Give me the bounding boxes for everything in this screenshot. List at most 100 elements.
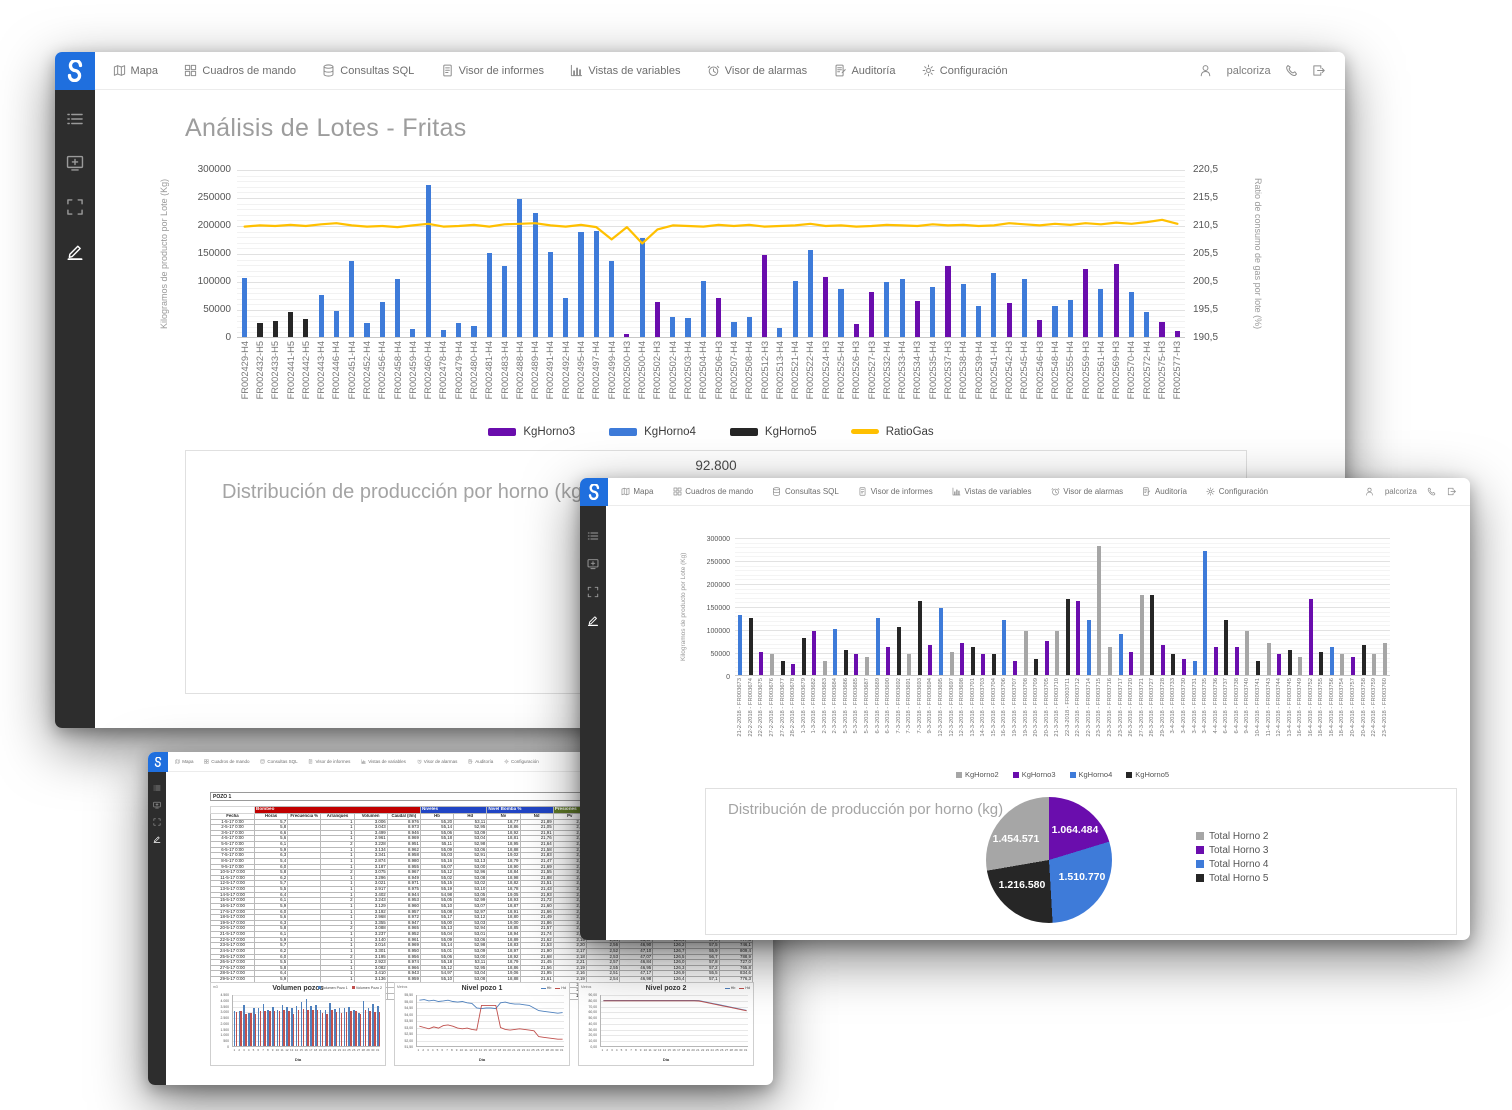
sidebar-fullscreen-icon[interactable] [587,586,599,598]
bar-3-4-2018 - FR003733[interactable] [1171,654,1176,675]
legend-item-KgHorno4[interactable]: KgHorno4 [1069,770,1112,779]
bar[interactable] [324,1010,327,1046]
bar-13-4-2018 - FR003745[interactable] [1287,649,1292,675]
bar-23-4-2018 - FR003760[interactable] [1382,642,1387,675]
nav-item-consultas-sql[interactable]: Consultas SQL [322,64,414,77]
bar-FR002441-H5[interactable] [287,311,294,337]
bar[interactable] [348,1007,350,1046]
bar-FR002507-H4[interactable] [731,322,737,337]
bar-23-3-2018 - FR003717[interactable] [1118,633,1123,675]
nav-item-consultas-sql[interactable]: Consultas SQL [260,759,298,764]
bar-FR002569-H3[interactable] [1113,263,1119,337]
nav-item-visor-de-alarmas[interactable]: Visor de alarmas [1051,487,1123,496]
bar[interactable] [367,1008,370,1046]
bar-FR002506-H3[interactable] [716,297,722,337]
app-logo[interactable] [148,752,168,772]
legend-item-KgHorno5[interactable]: KgHorno5 [729,426,817,438]
bar[interactable] [329,1002,331,1046]
bar-20-3-2018 - FR003709[interactable] [1034,658,1039,675]
bar-1-3-2018 - FR003682[interactable] [812,631,817,675]
bar-12-4-2018 - FR003744[interactable] [1277,654,1282,675]
bar[interactable] [278,1011,281,1046]
bar[interactable] [310,1005,312,1046]
bar[interactable] [243,1004,245,1046]
bar[interactable] [235,1011,238,1046]
bar[interactable] [267,1010,269,1046]
sidebar-edit-pencil-icon[interactable] [587,614,599,626]
bar[interactable] [238,1010,241,1046]
bar-FR002500-H4[interactable] [639,238,645,337]
bar-19-3-2018 - FR003707[interactable] [1012,661,1017,675]
phone-button[interactable] [1285,64,1298,77]
bar-3-4-2018 - FR003730[interactable] [1181,658,1186,675]
bar-FR002443-H4[interactable] [318,295,324,337]
bar[interactable] [259,1011,262,1046]
bar-FR002491-H4[interactable] [547,251,554,337]
user-name[interactable]: palcoriza [1226,64,1271,77]
bar-FR002570-H4[interactable] [1128,291,1135,337]
nav-item-mapa[interactable]: Mapa [113,64,158,77]
bar[interactable] [372,1004,374,1046]
nav-item-visor-de-informes[interactable]: Visor de informes [441,64,544,77]
sidebar-edit-pencil-icon[interactable] [66,242,84,260]
bar[interactable] [319,1009,322,1046]
bar[interactable] [377,1005,379,1046]
bar-FR002459-H4[interactable] [410,328,416,337]
bar-16-4-2018 - FR003752[interactable] [1308,599,1313,675]
bar-FR002527-H3[interactable] [868,292,875,337]
bar-18-4-2018 - FR003755[interactable] [1319,652,1324,675]
bar-6-4-2018 - FR003738[interactable] [1234,647,1239,675]
nav-item-cuadros-de-mando[interactable]: Cuadros de mando [204,759,250,764]
bar[interactable] [302,1009,305,1046]
bar[interactable] [245,1013,247,1046]
bar-26-3-2018 - FR003720[interactable] [1129,652,1134,675]
bar-27-2-2018 - FR003676[interactable] [769,654,774,675]
bar-FR002499-H4[interactable] [609,261,615,337]
bar-FR002481-H4[interactable] [486,253,492,337]
bar[interactable] [262,1003,265,1046]
bar-FR002502-H3[interactable] [654,302,661,337]
bar-12-3-2018 - FR003697[interactable] [949,652,954,675]
bar-16-4-2018 - FR003749[interactable] [1298,656,1303,675]
bar-28-2-2018 - FR003678[interactable] [791,663,796,675]
bar-FR002460-H4[interactable] [425,185,431,337]
bar[interactable] [253,1007,255,1046]
bar-2-3-2018 - FR003683[interactable] [822,661,827,675]
bar-FR002452-H4[interactable] [364,323,370,337]
bar[interactable] [345,1011,347,1046]
bar-FR002456-H4[interactable] [379,302,385,337]
nav-item-vistas-de-variables[interactable]: Vistas de variables [570,64,680,77]
bar-6-3-2018 - FR003689[interactable] [875,617,880,675]
phone-button[interactable] [1427,487,1436,496]
bar[interactable] [358,1012,360,1046]
bar[interactable] [291,1007,293,1046]
sidebar-list-menu-icon[interactable] [153,784,161,792]
bar[interactable] [362,1000,365,1046]
nav-item-configuracion[interactable]: Configuración [1206,487,1268,496]
bar[interactable] [316,1010,319,1046]
bar-FR002533-H4[interactable] [899,278,905,337]
legend-item-KgHorno2[interactable]: KgHorno2 [955,770,999,779]
legend-item-KgHorno3[interactable]: KgHorno3 [1012,770,1056,779]
nav-item-auditoria[interactable]: Auditoría [834,64,895,77]
bar-18-4-2018 - FR003756[interactable] [1329,647,1334,675]
bar-12-3-2018 - FR003695[interactable] [939,608,943,675]
table-row[interactable]: 23-5-17 0:00 5,7 1 3.014 8.969 55,14 52,98 18,8… [210,942,754,949]
pie-legend-item[interactable]: Total Horno 2 [1196,831,1268,842]
bar[interactable] [338,1007,341,1046]
bar[interactable] [283,1009,285,1046]
user-name[interactable]: palcoriza [1384,487,1417,496]
bar[interactable] [355,1011,357,1046]
bar-FR002479-H4[interactable] [456,323,462,337]
bar[interactable] [254,1014,257,1046]
bar-FR002555-H4[interactable] [1067,300,1073,337]
nav-item-visor-de-informes[interactable]: Visor de informes [308,759,350,764]
bar-5-3-2018 - FR003686[interactable] [843,649,848,675]
bar-4-4-2018 - FR003736[interactable] [1213,647,1218,675]
bar[interactable] [335,1011,338,1046]
bar-FR002483-H4[interactable] [501,266,508,337]
nav-item-vistas-de-variables[interactable]: Vistas de variables [361,759,406,764]
bar-FR002561-H4[interactable] [1098,288,1104,337]
bar[interactable] [343,1008,346,1046]
bar-10-4-2018 - FR003741[interactable] [1255,661,1260,675]
